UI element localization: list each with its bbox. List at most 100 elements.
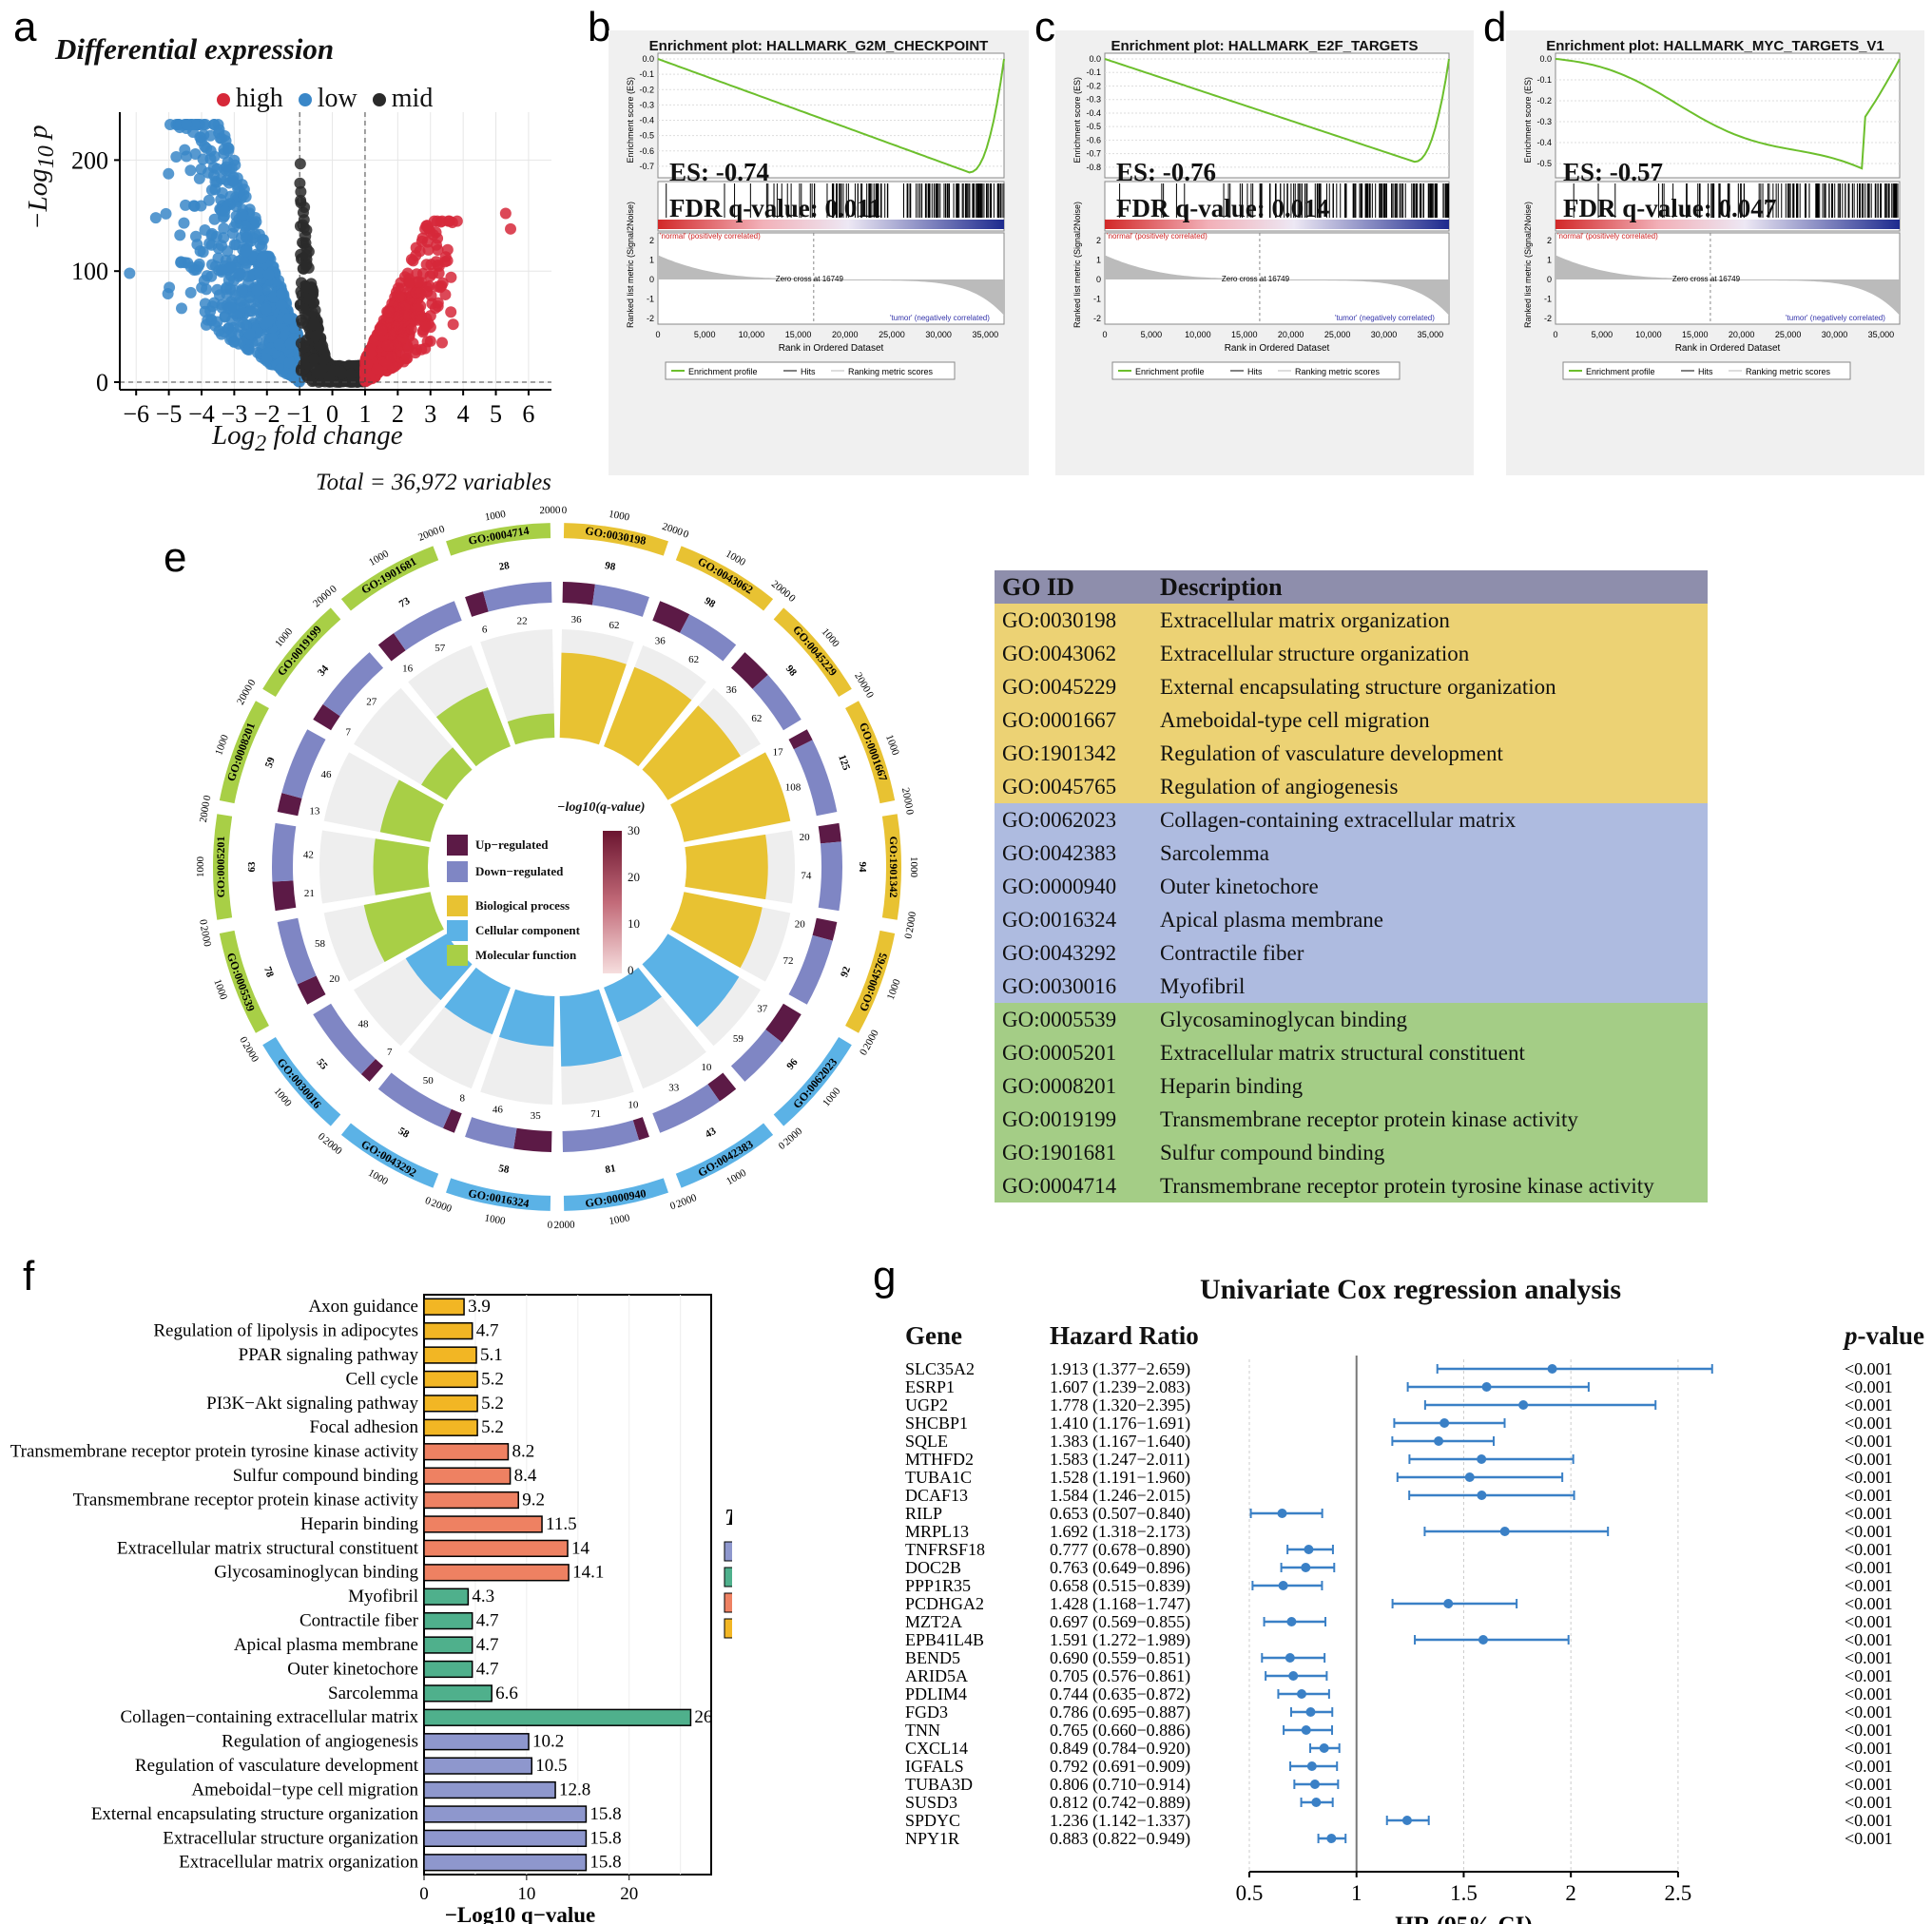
volcano-ylabel-end: p [23, 125, 53, 146]
x-tick-label: 25,000 [879, 330, 905, 339]
es-plot-area [1555, 52, 1901, 179]
go-desc-cell: Sulfur compound binding [1160, 1140, 1385, 1164]
bar-category-label: Regulation of angiogenesis [222, 1732, 418, 1752]
circos-down-count: 72 [783, 955, 794, 967]
volcano-point [226, 315, 239, 327]
cox-x-tick-label: 0.5 [1236, 1881, 1264, 1905]
go-id-cell: GO:0019199 [1002, 1106, 1117, 1131]
cox-point [1305, 1707, 1316, 1717]
x-tick-label: 20 [620, 1884, 638, 1904]
bar-category-label: Ameboidal−type cell migration [191, 1780, 418, 1799]
volcano-point [189, 230, 202, 242]
cox-gene-label: SQLE [905, 1432, 948, 1451]
circos-up-count: 20 [329, 973, 340, 985]
volcano-point [275, 298, 287, 311]
es-tick-label: -0.4 [1086, 108, 1101, 118]
rank-tick-label: 1 [649, 255, 654, 264]
volcano-point [187, 126, 200, 139]
bar-category-label: External encapsulating structure organiz… [91, 1804, 419, 1824]
panel-label-b: b [588, 4, 611, 50]
volcano-point [230, 201, 242, 213]
cox-p-value: <0.001 [1845, 1757, 1893, 1776]
volcano-point [394, 291, 406, 303]
go-id-cell: GO:0030016 [1002, 973, 1117, 998]
volcano-point [299, 308, 312, 320]
circos-down-count: 46 [493, 1104, 504, 1115]
bar [423, 1539, 569, 1558]
es-tick-label: -0.1 [639, 69, 654, 79]
volcano-point [160, 207, 172, 220]
circos-down-arc [322, 652, 384, 717]
go-desc-cell: Sarcolemma [1160, 840, 1269, 865]
gsea-fdr: FDR q-value: 0.011 [669, 194, 881, 222]
cox-p-value: <0.001 [1845, 1721, 1893, 1740]
circos-up-count: 10 [628, 1100, 639, 1111]
panel-label-g: g [873, 1253, 897, 1299]
circos-up-count: 6 [482, 624, 488, 635]
volcano-point [262, 268, 275, 280]
bar-value-label: 10.2 [532, 1732, 564, 1752]
circos-up-count: 7 [345, 726, 351, 738]
cox-hr-text: 0.806 (0.710−0.914) [1050, 1775, 1190, 1795]
volcano-point [266, 332, 279, 344]
positive-label: 'normal' (positively correlated) [660, 232, 761, 240]
bar-value-label: 5.2 [481, 1394, 504, 1414]
x-tick-label: 4 [457, 400, 470, 428]
volcano-point [398, 300, 411, 313]
cox-p-value: <0.001 [1845, 1359, 1893, 1378]
circos-down-count: 58 [315, 938, 326, 950]
circos-outer-tick: 0 [548, 1220, 553, 1231]
x-tick-label: 15,000 [1231, 330, 1258, 339]
enrichment-curve [1555, 58, 1901, 170]
legend-high: high [217, 84, 283, 114]
volcano-point [208, 213, 221, 225]
legend-mid-dot [372, 93, 386, 106]
es-tick-label: -0.1 [1086, 67, 1101, 77]
go-id-cell: GO:0016324 [1002, 907, 1117, 932]
circos-up-count: 8 [460, 1092, 466, 1104]
circos-term-label: GO:0005201 [214, 837, 227, 898]
es-tick-label: -0.5 [1086, 122, 1101, 131]
legend-high-label: high [236, 84, 283, 113]
go-id-cell: GO:0043292 [1002, 940, 1117, 965]
circos-down-arc [272, 822, 297, 882]
circos-outer-tick: 2000 [899, 787, 915, 810]
go-table-row: GO:0030016 Myofibril [995, 970, 1708, 1003]
circos-outer-band [219, 701, 269, 804]
bar-category-label: Apical plasma membrane [234, 1635, 418, 1655]
legend-swatch [724, 1592, 732, 1613]
volcano-point [228, 336, 241, 348]
cox-p-value: <0.001 [1845, 1793, 1893, 1812]
volcano-point [276, 288, 288, 300]
es-tick-label: -0.3 [1086, 95, 1101, 105]
circos-outer-tick: 2000 [539, 505, 561, 516]
go-desc-cell: External encapsulating structure organiz… [1160, 674, 1556, 699]
es-tick-label: -0.6 [1086, 135, 1101, 144]
volcano-point [201, 142, 213, 154]
cox-hr-text: 1.583 (1.247−2.011) [1050, 1450, 1189, 1470]
circos-down-arc [652, 1084, 720, 1133]
gsea-legend-box [665, 361, 956, 380]
volcano-point [436, 277, 449, 289]
es-tick-label: 0.0 [1539, 54, 1552, 64]
volcano-point [422, 243, 435, 256]
volcano-point [401, 267, 414, 279]
cox-gene-label: SLC35A2 [905, 1359, 975, 1378]
circos-inner-bar [379, 779, 444, 842]
volcano-point [219, 130, 231, 143]
volcano-point [445, 306, 457, 318]
circos-down-arc [483, 582, 552, 612]
circos-outer-tick: 2000 [782, 1126, 805, 1148]
circos-outer-tick: 1000 [724, 548, 747, 569]
x-tick-label: 5,000 [1592, 330, 1613, 339]
go-table-row: GO:0030198 Extracellular matrix organizat… [995, 604, 1708, 637]
negative-label: 'tumor' (negatively correlated) [1335, 314, 1435, 322]
gsea-es: ES: -0.57 [1563, 158, 1664, 186]
circos-outer-tick: 2000 [553, 1220, 575, 1231]
circos-legend-swatch [447, 945, 468, 966]
circos-up-arc [465, 591, 489, 617]
bar-category-label: Cell cycle [346, 1369, 419, 1389]
circos-up-count: 35 [531, 1110, 542, 1122]
circos-outer-band [773, 607, 852, 698]
